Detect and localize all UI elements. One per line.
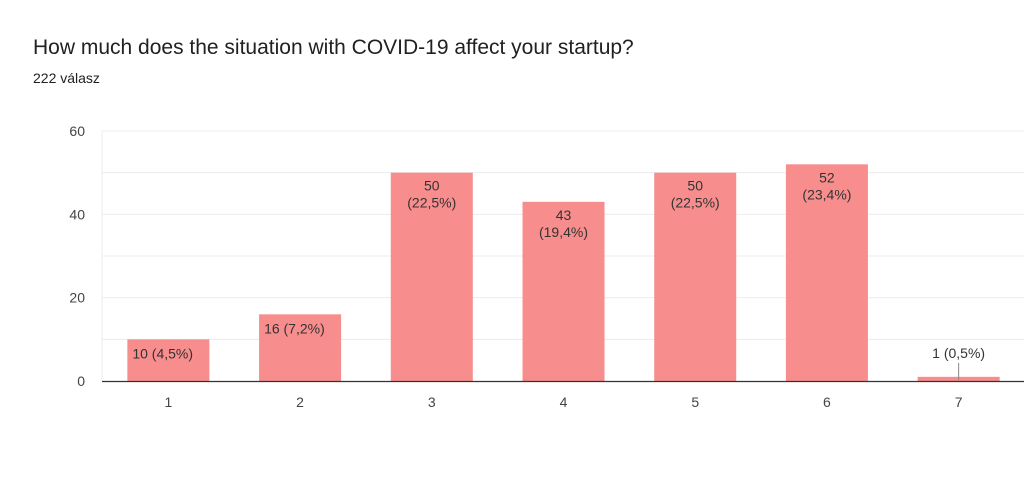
- data-label-count: 50: [424, 178, 440, 194]
- response-count: 222 válasz: [33, 70, 100, 86]
- y-tick-label: 40: [69, 206, 85, 222]
- x-tick-label: 1: [164, 394, 172, 410]
- y-tick-label: 0: [77, 373, 85, 389]
- bar: [127, 339, 210, 381]
- x-tick-label: 7: [955, 394, 963, 410]
- data-label: 10 (4,5%): [132, 345, 193, 361]
- bar: [390, 172, 473, 381]
- bar: [259, 314, 342, 381]
- data-label-count: 50: [687, 178, 703, 194]
- x-tick-label: 2: [296, 394, 304, 410]
- x-tick-label: 5: [691, 394, 699, 410]
- bar: [785, 164, 868, 381]
- y-tick-label: 20: [69, 290, 85, 306]
- chart-title: How much does the situation with COVID-1…: [33, 36, 634, 59]
- data-label-count: 52: [819, 169, 835, 185]
- x-tick-label: 6: [823, 394, 831, 410]
- data-label-percent: (23,4%): [802, 186, 851, 202]
- data-label-percent: (19,4%): [539, 224, 588, 240]
- bar: [522, 201, 605, 381]
- x-tick-label: 4: [560, 394, 568, 410]
- data-label: 16 (7,2%): [264, 320, 325, 336]
- x-tick-label: 3: [428, 394, 436, 410]
- data-label-percent: (22,5%): [671, 195, 720, 211]
- data-label: 1 (0,5%): [932, 345, 985, 361]
- data-label-percent: (22,5%): [407, 195, 456, 211]
- bar: [654, 172, 737, 381]
- y-tick-label: 60: [69, 123, 85, 139]
- data-label-count: 43: [556, 207, 572, 223]
